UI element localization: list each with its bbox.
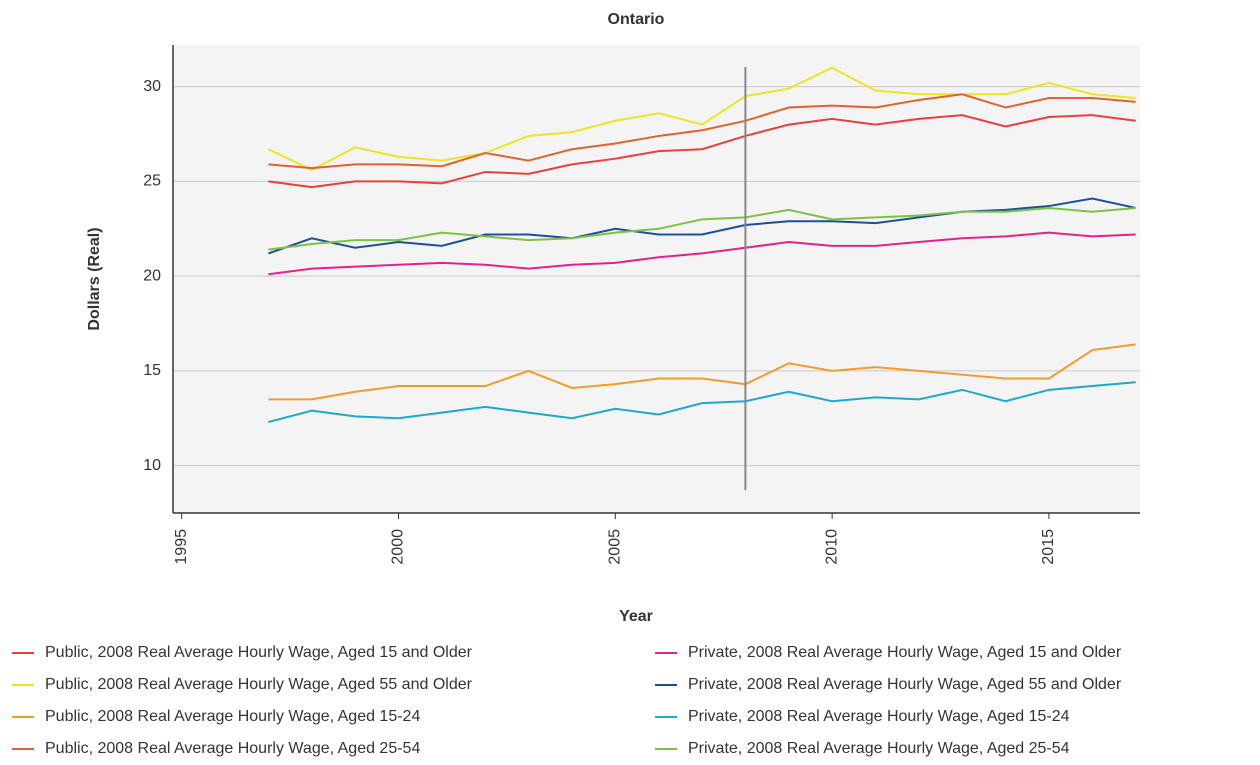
x-tick-label: 2000 bbox=[390, 529, 407, 565]
legend-label: Public, 2008 Real Average Hourly Wage, A… bbox=[45, 708, 420, 725]
series-line bbox=[268, 197, 1136, 255]
x-tick-label: 2010 bbox=[823, 529, 840, 565]
y-tick-label: 20 bbox=[143, 267, 161, 284]
y-tick-label: 15 bbox=[143, 362, 161, 379]
series-line bbox=[268, 343, 1136, 401]
series-line bbox=[268, 231, 1136, 276]
series-line bbox=[268, 114, 1136, 189]
legend-label: Public, 2008 Real Average Hourly Wage, A… bbox=[45, 676, 473, 693]
legend-label: Public, 2008 Real Average Hourly Wage, A… bbox=[45, 740, 420, 757]
legend-label: Private, 2008 Real Average Hourly Wage, … bbox=[688, 676, 1122, 693]
chart-title: Ontario bbox=[608, 11, 665, 28]
x-tick-label: 2005 bbox=[607, 529, 624, 565]
y-tick-label: 10 bbox=[143, 457, 161, 474]
series-line bbox=[268, 93, 1136, 170]
x-tick-label: 2015 bbox=[1040, 529, 1057, 565]
series-line bbox=[267, 66, 1136, 172]
legend-label: Public, 2008 Real Average Hourly Wage, A… bbox=[45, 644, 473, 661]
y-tick-label: 30 bbox=[143, 78, 161, 95]
plot-area bbox=[173, 45, 1140, 513]
y-axis-title: Dollars (Real) bbox=[86, 227, 103, 330]
x-tick-label: 1995 bbox=[173, 529, 190, 565]
x-axis-title: Year bbox=[619, 608, 653, 625]
y-tick-label: 25 bbox=[143, 173, 161, 190]
legend-label: Private, 2008 Real Average Hourly Wage, … bbox=[688, 740, 1070, 757]
legend-label: Private, 2008 Real Average Hourly Wage, … bbox=[688, 644, 1122, 661]
legend-label: Private, 2008 Real Average Hourly Wage, … bbox=[688, 708, 1070, 725]
series-line bbox=[268, 381, 1136, 424]
series-line bbox=[268, 206, 1136, 251]
